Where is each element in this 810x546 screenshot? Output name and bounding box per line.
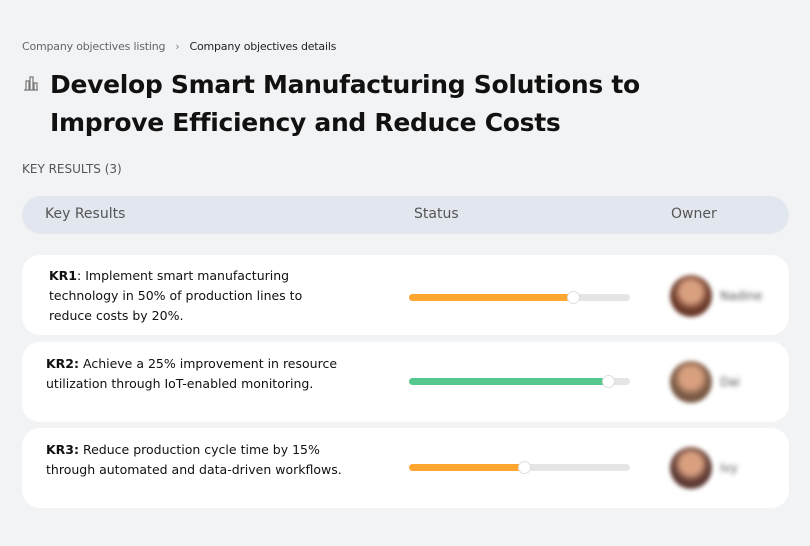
avatar — [670, 361, 712, 403]
progress-knob[interactable] — [601, 375, 615, 388]
progress-knob[interactable] — [566, 291, 580, 304]
key-result-id: KR1 — [49, 268, 78, 283]
owner-name: Dai — [720, 375, 740, 389]
chevron-right-icon: › — [175, 40, 180, 53]
avatar — [670, 447, 712, 489]
breadcrumb-current: Company objectives details — [189, 40, 337, 53]
progress-fill — [409, 378, 608, 385]
breadcrumb: Company objectives listing › Company obj… — [22, 40, 336, 53]
key-result-description: : Implement smart manufacturing technolo… — [49, 268, 303, 323]
building-chart-icon — [24, 76, 38, 91]
key-result-id: KR2: — [46, 356, 80, 371]
progress-bar[interactable] — [409, 291, 630, 304]
avatar — [670, 275, 712, 317]
breadcrumb-link-listing[interactable]: Company objectives listing — [22, 40, 166, 53]
key-result-row[interactable]: KR2: Achieve a 25% improvement in resour… — [22, 342, 789, 422]
progress-knob[interactable] — [517, 461, 531, 474]
table-header: Key Results Status Owner — [22, 196, 789, 234]
key-result-description: Achieve a 25% improvement in resource ut… — [46, 356, 338, 391]
key-result-text: KR3: Reduce production cycle time by 15%… — [46, 440, 346, 480]
progress-bar[interactable] — [409, 375, 630, 388]
key-result-text: KR2: Achieve a 25% improvement in resour… — [46, 354, 346, 394]
owner-name: Ivy — [720, 461, 738, 475]
header-status: Status — [414, 206, 459, 222]
progress-bar[interactable] — [409, 461, 630, 474]
page-header: Develop Smart Manufacturing Solutions to… — [22, 66, 650, 142]
header-key-results: Key Results — [45, 206, 126, 222]
progress-fill — [409, 464, 524, 471]
key-result-row[interactable]: KR3: Reduce production cycle time by 15%… — [22, 428, 789, 508]
owner-name: Nadine — [720, 289, 763, 303]
key-result-id: KR3: — [46, 442, 80, 457]
key-result-row[interactable]: KR1: Implement smart manufacturing techn… — [22, 255, 789, 335]
key-results-count: KEY RESULTS (3) — [22, 162, 122, 176]
page-title: Develop Smart Manufacturing Solutions to… — [50, 70, 640, 137]
key-result-text: KR1: Implement smart manufacturing techn… — [49, 266, 349, 326]
progress-fill — [409, 294, 573, 301]
header-owner: Owner — [671, 206, 717, 222]
key-result-description: Reduce production cycle time by 15% thro… — [46, 442, 342, 477]
